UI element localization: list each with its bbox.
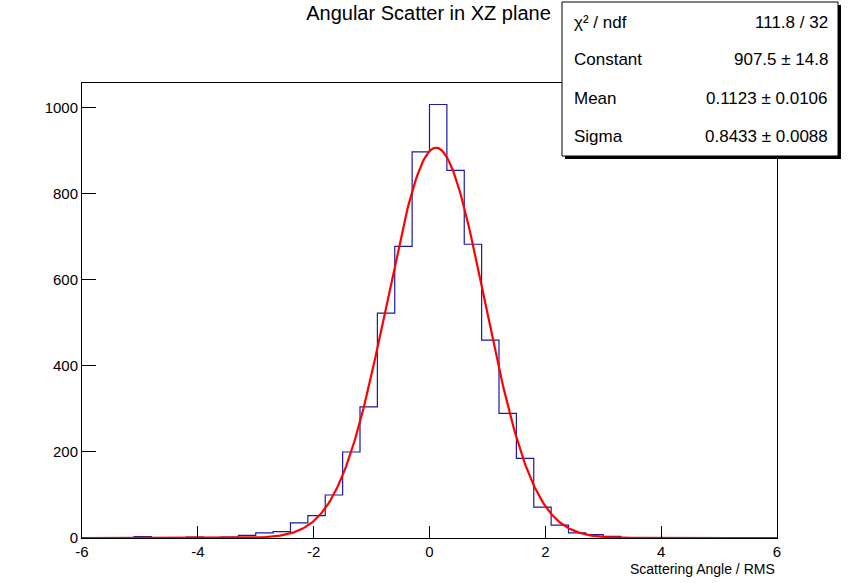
svg-text:800: 800 (53, 185, 78, 202)
svg-text:Scattering Angle / RMS: Scattering Angle / RMS (630, 561, 775, 577)
svg-text:Sigma: Sigma (574, 127, 623, 146)
svg-text:400: 400 (53, 357, 78, 374)
svg-text:-2: -2 (307, 543, 320, 560)
svg-text:0.8433 ± 0.0088: 0.8433 ± 0.0088 (705, 127, 828, 146)
svg-text:907.5 ± 14.8: 907.5 ± 14.8 (734, 50, 828, 69)
svg-text:χ² / ndf: χ² / ndf (574, 13, 627, 32)
svg-text:0: 0 (425, 543, 433, 560)
svg-text:2: 2 (541, 543, 549, 560)
svg-text:Constant: Constant (574, 50, 642, 69)
svg-text:1000: 1000 (45, 99, 78, 116)
svg-text:Mean: Mean (574, 89, 617, 108)
svg-text:6: 6 (773, 543, 781, 560)
svg-text:4: 4 (657, 543, 665, 560)
svg-text:111.8 / 32: 111.8 / 32 (755, 13, 828, 32)
svg-text:-4: -4 (191, 543, 204, 560)
svg-text:600: 600 (53, 271, 78, 288)
svg-text:200: 200 (53, 443, 78, 460)
svg-text:Angular Scatter in XZ plane: Angular Scatter in XZ plane (306, 2, 551, 24)
svg-text:0: 0 (70, 529, 78, 546)
svg-text:0.1123 ± 0.0106: 0.1123 ± 0.0106 (706, 89, 828, 108)
svg-text:-6: -6 (75, 543, 88, 560)
